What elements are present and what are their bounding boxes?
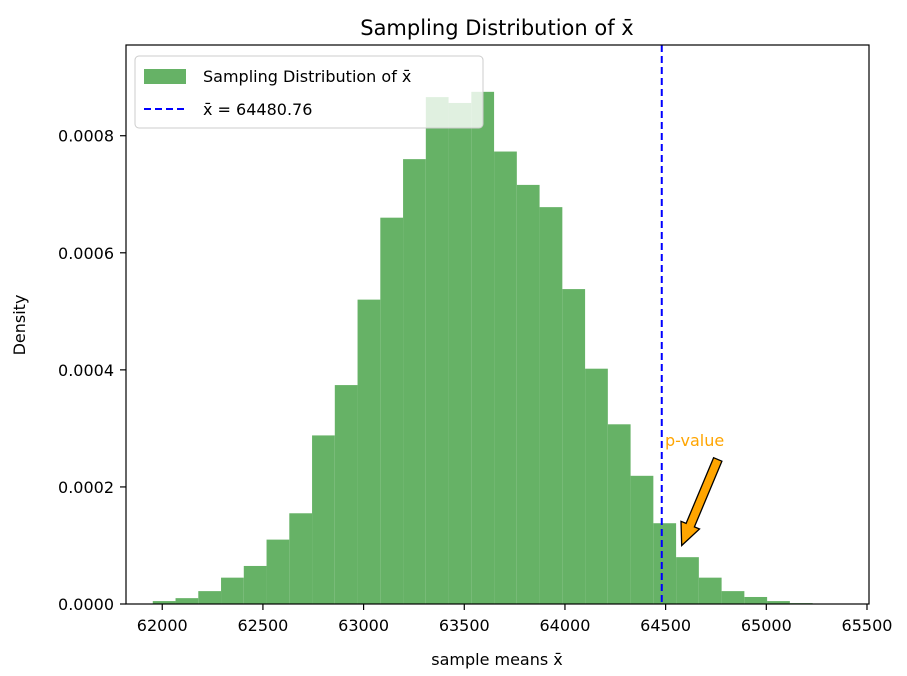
histogram-bar: [425, 97, 449, 605]
p-value-annotation: p-value: [665, 431, 724, 547]
chart-title: Sampling Distribution of x̄: [360, 16, 634, 40]
histogram-bar: [198, 591, 222, 604]
histogram-bar: [767, 601, 790, 604]
histogram-bar: [630, 475, 654, 604]
histogram-bar: [744, 596, 768, 604]
legend-box: [134, 55, 484, 129]
x-tick-label: 62000: [137, 616, 188, 635]
histogram-bar: [471, 91, 495, 605]
x-tick-label: 65500: [842, 616, 893, 635]
y-tick-label: 0.0008: [58, 127, 114, 146]
histogram-bar: [653, 523, 677, 604]
histogram-bar: [539, 207, 563, 604]
p-value-label: p-value: [665, 431, 724, 450]
histogram-bar: [448, 102, 472, 604]
y-axis-ticks: 0.0000 0.0002 0.0004 0.0006 0.0008: [58, 127, 126, 614]
y-tick-label: 0.0006: [58, 244, 114, 263]
histogram-bar: [516, 184, 540, 604]
histogram-bar: [243, 565, 267, 604]
plot-frame: [125, 44, 870, 605]
legend-histogram-swatch: [144, 69, 186, 84]
histogram-bar: [221, 577, 244, 604]
histogram-bar: [494, 151, 517, 605]
histogram-bar: [676, 557, 699, 604]
histogram-bar: [266, 539, 290, 604]
y-tick-label: 0.0002: [58, 478, 114, 497]
histogram-bar: [357, 299, 381, 604]
y-tick-label: 0.0004: [58, 361, 114, 380]
histogram-bar: [698, 577, 722, 604]
y-tick-label: 0.0000: [58, 595, 114, 614]
x-tick-label: 63000: [338, 616, 389, 635]
histogram-bar: [585, 368, 608, 604]
histogram-bar: [152, 601, 176, 604]
p-value-arrow: [680, 456, 723, 547]
x-tick-label: 64000: [540, 616, 591, 635]
x-tick-label: 64500: [640, 616, 691, 635]
x-tick-label: 63500: [439, 616, 490, 635]
legend-line-label: x̄ = 64480.76: [203, 100, 312, 119]
histogram-bar: [607, 424, 631, 604]
legend: Sampling Distribution of x̄ x̄ = 64480.7…: [134, 55, 484, 129]
histogram-bar: [380, 217, 404, 604]
histogram-bar: [175, 598, 199, 604]
x-axis-ticks: 62000 62500 63000 63500 64000 64500 65000 65500: [137, 604, 893, 635]
histogram-bar: [721, 591, 745, 604]
histogram-bars: [152, 91, 813, 605]
histogram-bar: [312, 435, 335, 604]
histogram-bar: [562, 289, 586, 604]
y-axis-label: Density: [10, 295, 29, 356]
x-tick-label: 62500: [237, 616, 288, 635]
x-tick-label: 65000: [741, 616, 792, 635]
histogram-bar: [289, 513, 313, 604]
x-axis-label: sample means x̄: [431, 650, 563, 669]
histogram-bar: [403, 159, 426, 604]
legend-histogram-label: Sampling Distribution of x̄: [203, 67, 411, 86]
histogram-bar: [334, 385, 358, 604]
